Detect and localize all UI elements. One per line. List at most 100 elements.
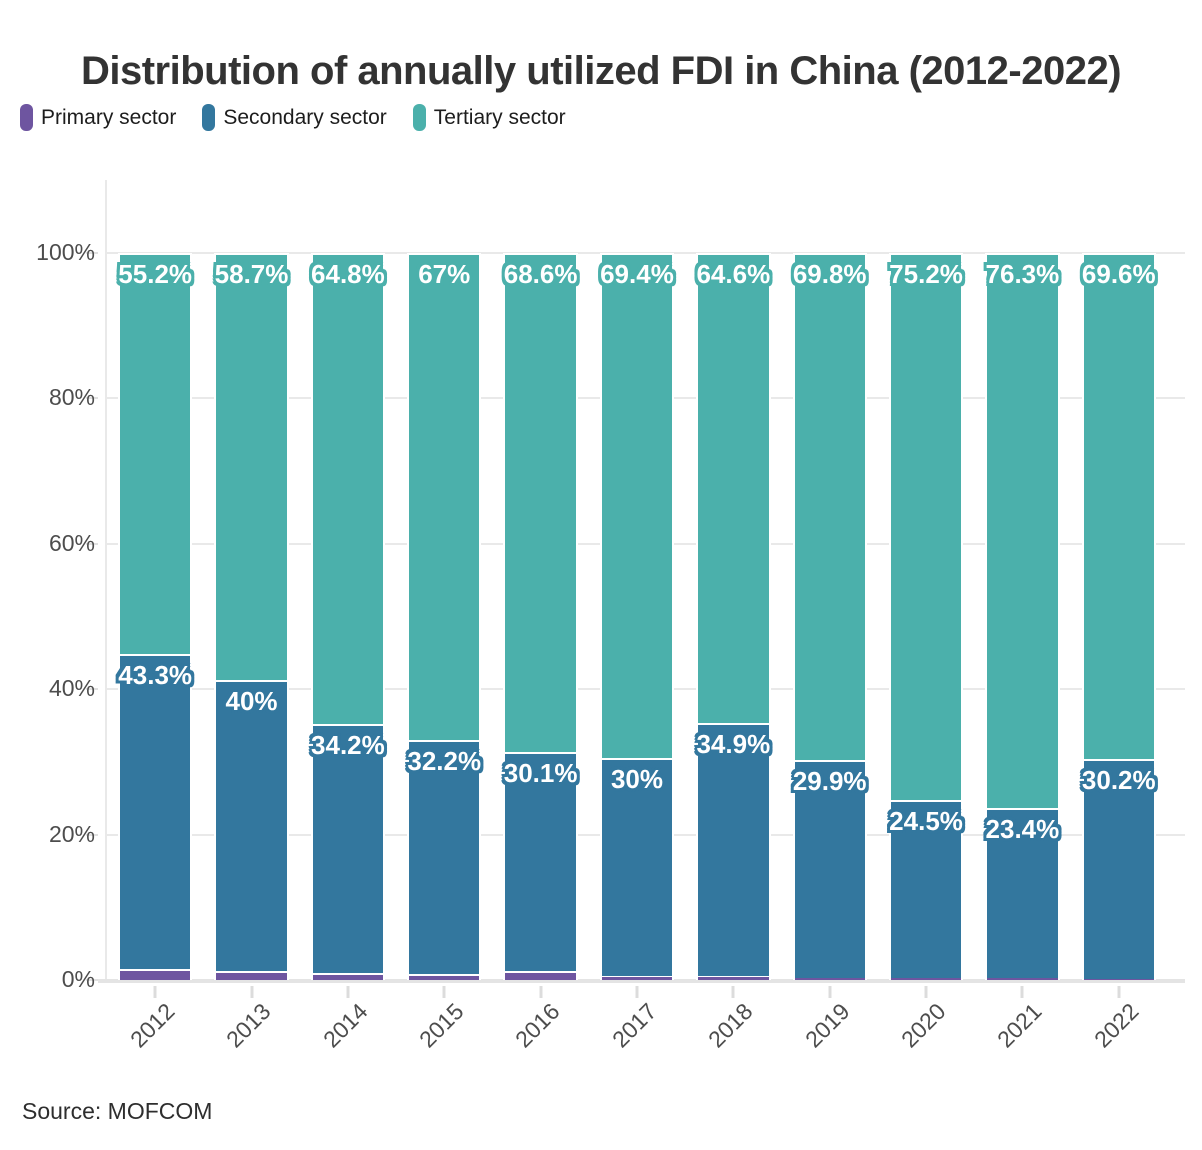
legend-label-primary: Primary sector <box>41 105 177 129</box>
bar-segment-2015-secondary-sector[interactable]: 32.2% <box>407 740 482 975</box>
x-axis-label-2013: 2013 <box>221 998 276 1053</box>
bar-segment-2013-secondary-sector[interactable]: 40% <box>214 679 289 971</box>
bar-value-label: 29.9% <box>792 766 867 797</box>
bar-segment-2016-secondary-sector[interactable]: 30.1% <box>503 751 578 971</box>
gridline-100 <box>107 252 1185 254</box>
bar-segment-2012-secondary-sector[interactable]: 43.3% <box>118 654 193 970</box>
bar-column-2020: 24.5% 75.2% <box>888 253 964 998</box>
bar-value-label: 30.2% <box>1081 765 1156 795</box>
bar-segment-2022-tertiary-sector[interactable]: 69.6% <box>1081 253 1156 759</box>
y-axis-line <box>105 180 107 982</box>
y-axis-label-20%: 20% <box>48 820 95 847</box>
x-axis-label-2018: 2018 <box>703 998 758 1053</box>
legend-item-primary: Primary sector <box>20 104 176 131</box>
x-axis-tick <box>539 986 543 998</box>
y-axis-tick <box>86 979 98 981</box>
x-axis-tick <box>924 986 928 998</box>
bar-column-2013: 40% 58.7% <box>214 253 289 998</box>
bar-value-label: 55.2% <box>118 259 193 290</box>
bar-value-label: 30.1% <box>503 757 578 788</box>
x-axis-label-2019: 2019 <box>799 998 855 1053</box>
bar-segment-2018-primary-sector[interactable] <box>696 976 771 980</box>
legend-label-secondary: Secondary sector <box>223 105 387 129</box>
bar-segment-2017-tertiary-sector[interactable]: 69.4% <box>599 253 675 758</box>
bar-value-label: 40% <box>225 685 278 716</box>
bar-segment-2021-secondary-sector[interactable]: 23.4% <box>985 807 1060 978</box>
bar-segment-2022-secondary-sector[interactable]: 30.2% <box>1081 759 1156 979</box>
bar-value-label: 58.7% <box>214 259 289 290</box>
bar-segment-2018-tertiary-sector[interactable]: 64.6% <box>696 253 771 723</box>
bar-column-2017: 30% 69.4% <box>599 253 675 998</box>
bar-segment-2014-tertiary-sector[interactable]: 64.8% <box>310 253 386 725</box>
bar-value-label: 69.8% <box>792 259 867 290</box>
y-axis-tick <box>86 252 98 254</box>
y-axis-label-100%: 100% <box>36 239 95 265</box>
bar-segment-2017-primary-sector[interactable] <box>599 975 675 980</box>
bar-segment-2012-tertiary-sector[interactable]: 55.2% <box>118 253 193 655</box>
bar-segment-2018-secondary-sector[interactable]: 34.9% <box>696 722 771 977</box>
bar-segment-2014-primary-sector[interactable] <box>310 972 386 980</box>
chart-title: Distribution of annually utilized FDI in… <box>80 48 1122 93</box>
bar-column-2012: 43.3% 55.2% <box>118 253 193 998</box>
legend-swatch-tertiary-icon <box>412 104 426 131</box>
bar-segment-2017-secondary-sector[interactable]: 30% <box>599 757 675 976</box>
bar-segment-2013-tertiary-sector[interactable]: 58.7% <box>214 253 289 680</box>
bar-value-label: 76.3% <box>985 259 1060 290</box>
x-axis-tick <box>828 986 832 998</box>
y-axis-tick <box>86 833 98 836</box>
bar-segment-2016-tertiary-sector[interactable]: 68.6% <box>503 253 578 752</box>
bar-column-2018: 34.9% 64.6% <box>696 253 771 998</box>
y-axis-tick <box>86 688 98 691</box>
y-axis-label-80%: 80% <box>48 384 95 411</box>
bar-segment-2019-secondary-sector[interactable]: 29.9% <box>792 760 867 978</box>
x-axis-tick <box>250 986 254 998</box>
bar-value-label: 69.4% <box>600 259 674 290</box>
bar-value-label: 32.2% <box>407 746 482 777</box>
source-note: Source: MOFCOM <box>22 1098 213 1124</box>
x-axis-tick <box>442 986 446 998</box>
legend-item-secondary: Secondary sector <box>202 104 387 131</box>
bar-column-2015: 32.2% 67% <box>407 253 482 998</box>
bar-value-label: 69.6% <box>1081 259 1156 290</box>
bar-value-label: 67% <box>418 259 471 290</box>
x-axis-label-2012: 2012 <box>125 998 180 1053</box>
legend-swatch-primary-icon <box>20 104 33 131</box>
legend-label-tertiary: Tertiary sector <box>433 105 566 129</box>
bar-segment-2015-tertiary-sector[interactable]: 67% <box>407 253 482 741</box>
bar-column-2021: 23.4% 76.3% <box>985 253 1060 998</box>
bar-segment-2016-primary-sector[interactable] <box>503 970 578 980</box>
x-axis-label-2014: 2014 <box>317 998 373 1053</box>
bar-segment-2021-tertiary-sector[interactable]: 76.3% <box>985 253 1060 808</box>
bar-column-2016: 30.1% 68.6% <box>503 253 578 998</box>
chart-legend: Primary sector Secondary sector Tertiary… <box>20 104 566 131</box>
x-axis-label-2021: 2021 <box>992 998 1047 1053</box>
bar-segment-2020-tertiary-sector[interactable]: 75.2% <box>888 253 964 800</box>
y-axis-tick <box>86 397 98 400</box>
x-axis-tick <box>635 986 639 998</box>
y-axis-label-0%: 0% <box>61 966 95 992</box>
bar-value-label: 34.2% <box>311 730 385 761</box>
legend-item-tertiary: Tertiary sector <box>412 104 566 131</box>
bar-segment-2019-tertiary-sector[interactable]: 69.8% <box>792 253 867 761</box>
bar-column-2014: 34.2% 64.8% <box>310 253 386 998</box>
bar-value-label: 64.8% <box>311 259 385 290</box>
bar-column-2019: 29.9% 69.8% <box>792 253 867 998</box>
bar-segment-2014-secondary-sector[interactable]: 34.2% <box>310 724 386 973</box>
bar-value-label: 23.4% <box>985 813 1060 844</box>
x-axis-label-2017: 2017 <box>606 998 662 1053</box>
x-axis-tick <box>153 986 157 998</box>
legend-swatch-secondary-icon <box>202 104 216 131</box>
x-axis-label-2015: 2015 <box>414 998 469 1053</box>
y-axis-tick <box>86 542 98 545</box>
y-axis-label-40%: 40% <box>48 675 95 702</box>
x-axis-tick <box>1020 986 1024 998</box>
x-axis-baseline <box>98 979 1185 983</box>
bar-value-label: 30% <box>610 763 663 794</box>
bar-segment-2020-secondary-sector[interactable]: 24.5% <box>888 799 964 978</box>
bar-segment-2013-primary-sector[interactable] <box>214 970 289 980</box>
x-axis-label-2022: 2022 <box>1088 998 1144 1053</box>
x-axis-tick <box>731 986 735 998</box>
bar-segment-2012-primary-sector[interactable] <box>118 969 193 980</box>
bar-segment-2015-primary-sector[interactable] <box>407 974 482 980</box>
